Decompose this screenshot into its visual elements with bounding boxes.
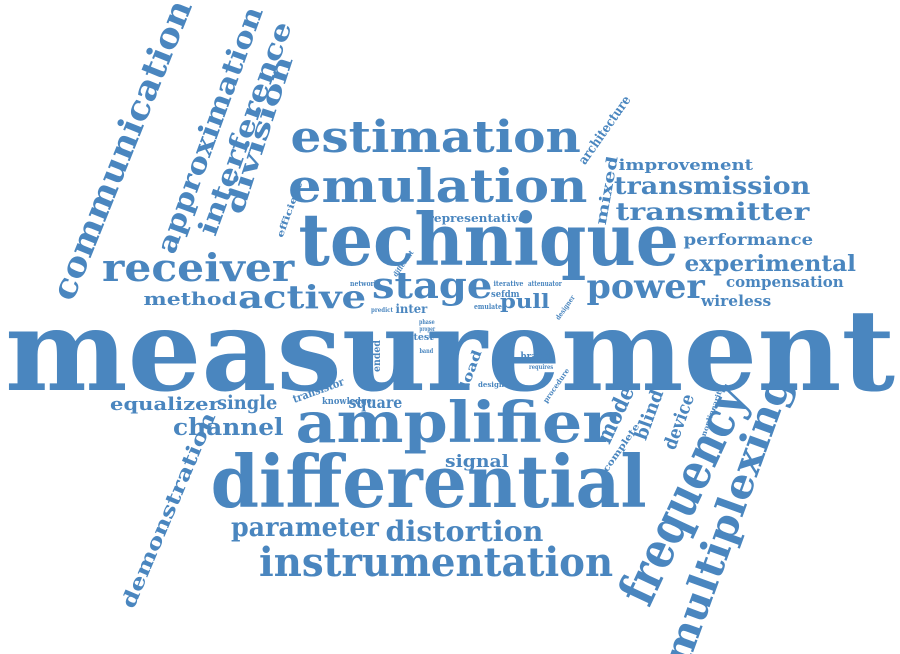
word-iterative: iterative: [493, 278, 523, 288]
word-sefdm: sefdm: [491, 289, 520, 300]
word-pull: pull: [500, 289, 550, 313]
word-distortion: distortion: [385, 515, 543, 548]
word-test: test: [412, 332, 434, 343]
word-proper: proper: [418, 326, 435, 333]
word-representative: representative: [426, 211, 526, 225]
word-phase: phase: [418, 319, 435, 326]
word-amplifier: amplifier: [294, 390, 616, 456]
word-single: single: [216, 391, 278, 414]
word-signal: signal: [445, 451, 509, 472]
word-network: network: [350, 278, 379, 288]
word-technique: technique: [297, 197, 679, 282]
word-receiver: receiver: [102, 245, 295, 290]
word-instrumentation: instrumentation: [259, 539, 614, 586]
word-method: method: [143, 289, 237, 310]
word-branch: branch: [520, 349, 555, 363]
word-measurement: measurement: [4, 286, 896, 417]
word-inter: inter: [394, 302, 427, 316]
word-differential: differential: [210, 439, 647, 524]
word-emulation: emulation: [288, 159, 588, 213]
word-knowledge: knowledge: [321, 396, 373, 407]
word-active: active: [237, 278, 367, 316]
word-demonstration: demonstration: [116, 408, 221, 612]
word-transmission: transmission: [614, 171, 811, 200]
word-parameter: parameter: [230, 513, 379, 543]
word-equalizer: equalizer: [110, 394, 220, 415]
word-wireless: wireless: [701, 291, 772, 310]
word-stage: stage: [371, 265, 493, 307]
word-requires: requires: [529, 364, 554, 371]
word-ended: ended: [371, 340, 383, 372]
word-channel: channel: [173, 413, 284, 441]
word-power: power: [586, 267, 705, 307]
word-compensation: compensation: [726, 272, 844, 291]
word-predict: predict: [370, 307, 394, 314]
word-experimental: experimental: [684, 251, 856, 277]
word-estimation: estimation: [289, 112, 581, 163]
word-square: square: [347, 393, 402, 412]
word-performance: performance: [683, 230, 813, 249]
word-emulate: emulate: [473, 301, 502, 311]
word-design: design: [478, 379, 504, 389]
word-attenuator: attenuator: [527, 278, 562, 288]
word-improvement: improvement: [617, 155, 753, 174]
word-band: band: [418, 348, 433, 355]
word-transmitter: transmitter: [614, 197, 809, 226]
